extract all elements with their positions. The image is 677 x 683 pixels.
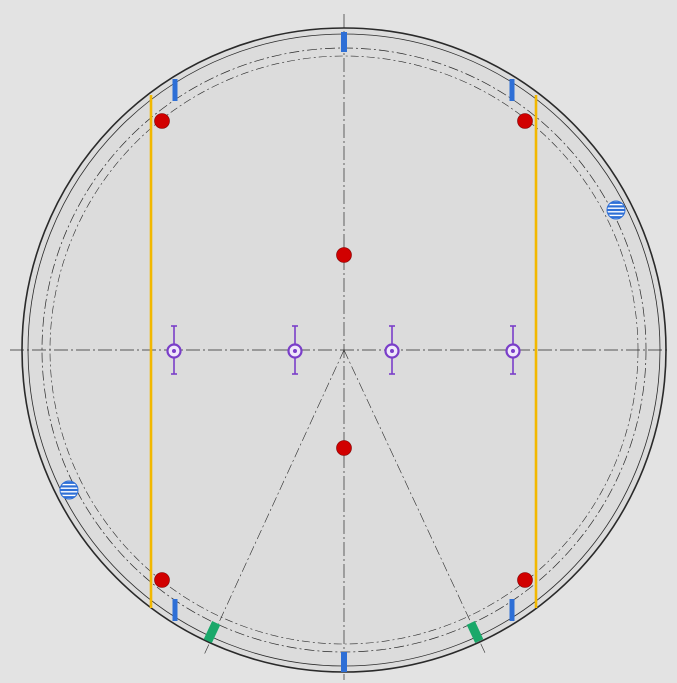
tube-sheet-svg [10, 14, 670, 680]
tube-sheet-drawing [10, 14, 670, 680]
